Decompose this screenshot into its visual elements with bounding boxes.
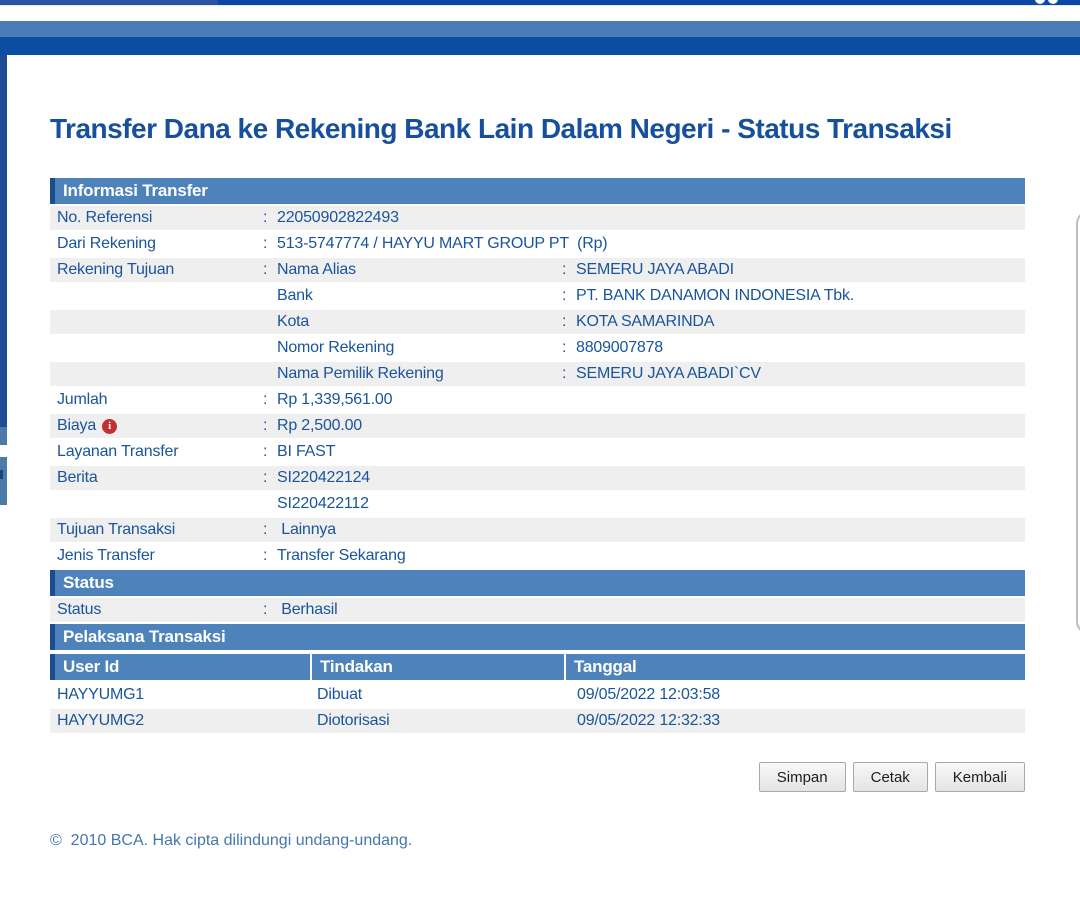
- row-label: Layanan Transfer: [57, 443, 179, 460]
- row-sublabel: Bank: [277, 287, 313, 304]
- column-header-tindakan: Tindakan: [312, 654, 566, 680]
- executor-action: Diotorisasi: [317, 712, 390, 729]
- row-label: Jumlah: [57, 391, 108, 408]
- fee-info-icon[interactable]: i: [102, 418, 118, 434]
- table-row-no-referensi: No. Referensi : 22050902822493: [50, 206, 1025, 230]
- row-label: Biaya i: [57, 417, 263, 435]
- colon: :: [263, 261, 268, 278]
- header-band-dark: [0, 37, 1080, 55]
- table-row-berita-2: SI220422112: [50, 492, 1025, 516]
- colon: :: [263, 235, 268, 252]
- scrollbar-thumb[interactable]: [1076, 210, 1080, 635]
- colon: :: [562, 365, 567, 382]
- table-row-layanan-transfer: Layanan Transfer : BI FAST: [50, 440, 1025, 464]
- status-table: Status Status : Berhasil: [50, 570, 1025, 622]
- row-value: SEMERU JAYA ABADI: [576, 261, 734, 278]
- table-row-tujuan-transaksi: Tujuan Transaksi : Lainnya: [50, 518, 1025, 542]
- executor-user-id: HAYYUMG2: [57, 712, 145, 729]
- left-edge-strip: [0, 55, 7, 427]
- colon: :: [263, 391, 268, 408]
- row-value: KOTA SAMARINDA: [576, 313, 715, 330]
- action-buttons: Simpan Cetak Kembali: [50, 762, 1025, 792]
- table-row-jumlah: Jumlah : Rp 1,339,561.00: [50, 388, 1025, 412]
- row-value: BI FAST: [277, 443, 336, 460]
- colon: :: [562, 261, 567, 278]
- row-label: Status: [57, 601, 102, 618]
- colon: :: [263, 469, 268, 486]
- row-value: 22050902822493: [277, 209, 399, 226]
- row-value: SEMERU JAYA ABADI`CV: [576, 365, 761, 382]
- table-row-rekening-tujuan-alias: Rekening Tujuan : Nama Alias : SEMERU JA…: [50, 258, 1025, 282]
- save-button[interactable]: Simpan: [758, 762, 846, 792]
- row-value: Rp 1,339,561.00: [277, 391, 393, 408]
- colon: :: [562, 339, 567, 356]
- executors-table: Pelaksana Transaksi User Id Tindakan Tan…: [50, 624, 1025, 733]
- table-row-nama-pemilik: Nama Pemilik Rekening : SEMERU JAYA ABAD…: [50, 362, 1025, 386]
- table-row-nomor-rekening: Nomor Rekening : 8809007878: [50, 336, 1025, 360]
- left-edge-notch: [0, 445, 7, 457]
- colon: :: [263, 601, 268, 618]
- top-gap: [0, 6, 1080, 21]
- content-panel: Transfer Dana ke Rekening Bank Lain Dala…: [8, 55, 1080, 916]
- left-edge-strip: [0, 427, 7, 505]
- left-edge-tick: [0, 470, 3, 479]
- row-value: SI220422112: [277, 495, 369, 512]
- row-label: Tujuan Transaksi: [57, 521, 176, 538]
- table-row-kota: Kota : KOTA SAMARINDA: [50, 310, 1025, 334]
- transfer-info-table: Informasi Transfer No. Referensi : 22050…: [50, 178, 1025, 568]
- row-value: 513-5747774 / HAYYU MART GROUP PT (Rp): [277, 235, 608, 252]
- executor-date: 09/05/2022 12:32:33: [577, 712, 721, 729]
- row-sublabel: Nama Pemilik Rekening: [277, 365, 444, 382]
- window-dot-icon: [1035, 0, 1045, 4]
- row-label: Rekening Tujuan: [57, 261, 175, 278]
- colon: :: [263, 521, 268, 538]
- colon: :: [263, 443, 268, 460]
- table-row-dari-rekening: Dari Rekening : 513-5747774 / HAYYU MART…: [50, 232, 1025, 256]
- section-header-pelaksana-transaksi: Pelaksana Transaksi: [50, 624, 1025, 650]
- colon: :: [562, 313, 567, 330]
- table-row-jenis-transfer: Jenis Transfer : Transfer Sekarang: [50, 544, 1025, 568]
- section-header-status: Status: [50, 570, 1025, 596]
- table-row-bank: Bank : PT. BANK DANAMON INDONESIA Tbk.: [50, 284, 1025, 308]
- row-sublabel: Nama Alias: [277, 261, 356, 278]
- colon: :: [263, 417, 268, 434]
- window-dot-icon: [1048, 0, 1058, 4]
- section-header-informasi-transfer: Informasi Transfer: [50, 178, 1025, 204]
- status-value: Berhasil: [277, 601, 338, 618]
- header-band-light: [0, 21, 1080, 37]
- executor-row: HAYYUMG2 Diotorisasi 09/05/2022 12:32:33: [50, 709, 1025, 733]
- top-divider: [0, 5, 1080, 6]
- table-row-status: Status : Berhasil: [50, 598, 1025, 622]
- row-sublabel: Nomor Rekening: [277, 339, 395, 356]
- executor-date: 09/05/2022 12:03:58: [577, 686, 721, 703]
- executors-header-row: User Id Tindakan Tanggal: [50, 654, 1025, 680]
- row-label-text: Biaya: [57, 417, 97, 434]
- copyright-text: © 2010 BCA. Hak cipta dilindungi undang-…: [50, 832, 413, 849]
- print-button[interactable]: Cetak: [852, 762, 928, 792]
- colon: :: [562, 287, 567, 304]
- column-header-tanggal: Tanggal: [574, 657, 637, 676]
- row-label: Berita: [57, 469, 98, 486]
- colon: :: [263, 547, 268, 564]
- executor-action: Dibuat: [317, 686, 363, 703]
- row-value: SI220422124: [277, 469, 371, 486]
- row-label: Jenis Transfer: [57, 547, 155, 564]
- row-label: No. Referensi: [57, 209, 153, 226]
- table-row-berita-1: Berita : SI220422124: [50, 466, 1025, 490]
- row-value: PT. BANK DANAMON INDONESIA Tbk.: [576, 287, 855, 304]
- row-value: 8809007878: [576, 339, 663, 356]
- row-value: Lainnya: [277, 521, 336, 538]
- row-label: Dari Rekening: [57, 235, 156, 252]
- back-button[interactable]: Kembali: [934, 762, 1025, 792]
- colon: :: [263, 209, 268, 226]
- page-title: Transfer Dana ke Rekening Bank Lain Dala…: [50, 113, 952, 144]
- executor-user-id: HAYYUMG1: [57, 686, 145, 703]
- row-value: Transfer Sekarang: [277, 547, 406, 564]
- row-value: Rp 2,500.00: [277, 417, 362, 434]
- column-header-user-id: User Id: [55, 654, 312, 680]
- executor-row: HAYYUMG1 Dibuat 09/05/2022 12:03:58: [50, 683, 1025, 707]
- top-window-bar: [0, 0, 1080, 5]
- table-row-biaya: Biaya i : Rp 2,500.00: [50, 414, 1025, 438]
- row-sublabel: Kota: [277, 313, 310, 330]
